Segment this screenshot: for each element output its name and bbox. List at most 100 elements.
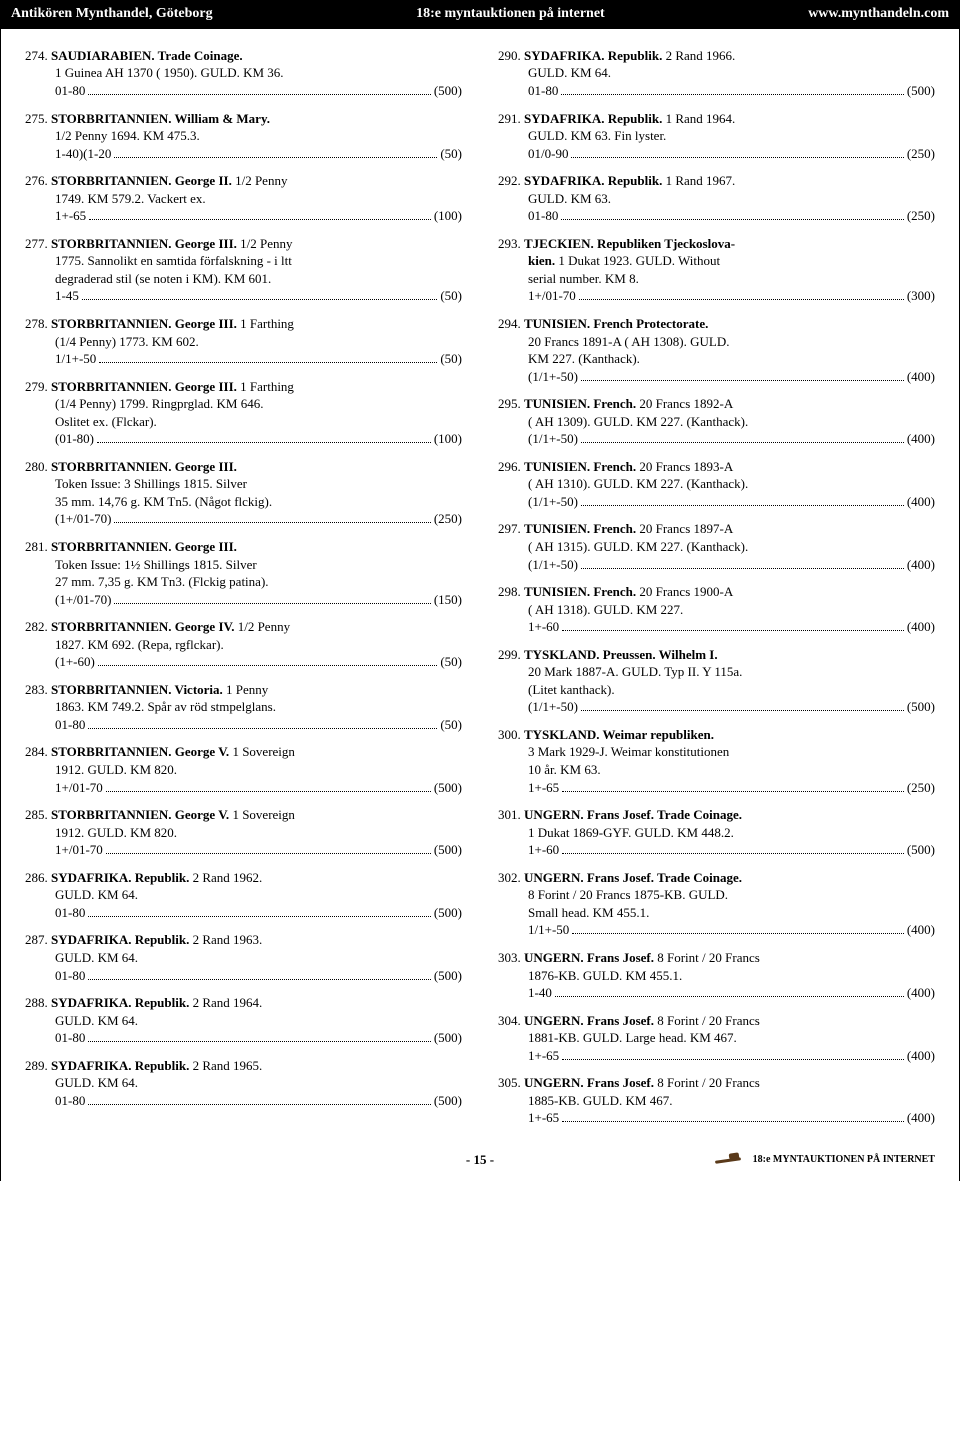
lot-head: 305. UNGERN. Frans Josef. 8 Forint / 20 … bbox=[498, 1074, 935, 1092]
lot-line: ( AH 1318). GULD. KM 227. bbox=[528, 601, 935, 619]
estimate: (500) bbox=[434, 967, 462, 985]
leader-dots bbox=[114, 146, 437, 158]
lot-inline-desc: 1 Rand 1967. bbox=[662, 173, 735, 188]
lot-title: SYDAFRIKA. Republik. bbox=[524, 111, 662, 126]
grade-code: (1+/01-70) bbox=[55, 591, 111, 609]
price-line: 1+/01-70 (300) bbox=[528, 287, 935, 305]
lot-line: (Litet kanthack). bbox=[528, 681, 935, 699]
lot-head: 300. TYSKLAND. Weimar republiken. bbox=[498, 726, 935, 744]
lot-head: 278. STORBRITANNIEN. George III. 1 Farth… bbox=[25, 315, 462, 333]
price-line: (1/1+-50) (400) bbox=[528, 368, 935, 386]
grade-code: 1+/01-70 bbox=[55, 779, 103, 797]
price-line: 1+-60 (500) bbox=[528, 841, 935, 859]
lot-body: Token Issue: 3 Shillings 1815. Silver35 … bbox=[25, 475, 462, 528]
grade-code: 01-80 bbox=[528, 207, 558, 225]
lot-body: 1749. KM 579.2. Vackert ex.1+-65 (100) bbox=[25, 190, 462, 225]
lot-body: GULD. KM 64.01-80 (500) bbox=[25, 886, 462, 921]
lot-line: 3 Mark 1929-J. Weimar konstitutionen bbox=[528, 743, 935, 761]
price-line: (1/1+-50) (400) bbox=[528, 556, 935, 574]
leader-dots bbox=[114, 512, 430, 524]
lot-line: Small head. KM 455.1. bbox=[528, 904, 935, 922]
lot-number: 274. bbox=[25, 48, 51, 63]
lot-number: 302. bbox=[498, 870, 524, 885]
lot-number: 297. bbox=[498, 521, 524, 536]
lot-line: GULD. KM 64. bbox=[55, 886, 462, 904]
lot-entry: 274. SAUDIARABIEN. Trade Coinage.1 Guine… bbox=[25, 47, 462, 100]
lot-number: 285. bbox=[25, 807, 51, 822]
price-line: 01-80 (250) bbox=[528, 207, 935, 225]
lot-line-rest: 1 Dukat 1923. GULD. Without bbox=[555, 253, 720, 268]
leader-dots bbox=[581, 432, 904, 444]
leader-dots bbox=[88, 717, 437, 729]
estimate: (50) bbox=[440, 350, 462, 368]
price-line: 01-80 (500) bbox=[55, 82, 462, 100]
lot-head: 284. STORBRITANNIEN. George V. 1 Soverei… bbox=[25, 743, 462, 761]
lot-head: 296. TUNISIEN. French. 20 Francs 1893-A bbox=[498, 458, 935, 476]
leader-dots bbox=[561, 83, 903, 95]
lot-entry: 277. STORBRITANNIEN. George III. 1/2 Pen… bbox=[25, 235, 462, 305]
lot-line: GULD. KM 63. bbox=[528, 190, 935, 208]
grade-code: 01-80 bbox=[55, 1092, 85, 1110]
leader-dots bbox=[88, 1030, 430, 1042]
lot-entry: 301. UNGERN. Frans Josef. Trade Coinage.… bbox=[498, 806, 935, 859]
grade-code: 1+-65 bbox=[528, 1109, 559, 1127]
lot-entry: 285. STORBRITANNIEN. George V. 1 Soverei… bbox=[25, 806, 462, 859]
lot-number: 301. bbox=[498, 807, 524, 822]
grade-code: 01-80 bbox=[55, 1029, 85, 1047]
lot-title: TUNISIEN. French. bbox=[524, 521, 636, 536]
price-line: 1+-60 (400) bbox=[528, 618, 935, 636]
estimate: (500) bbox=[907, 82, 935, 100]
grade-code: 1+/01-70 bbox=[528, 287, 576, 305]
leader-dots bbox=[89, 209, 431, 221]
lot-line: 1 Guinea AH 1370 ( 1950). GULD. KM 36. bbox=[55, 64, 462, 82]
lot-number: 283. bbox=[25, 682, 51, 697]
estimate: (50) bbox=[440, 145, 462, 163]
grade-code: 1/1+-50 bbox=[528, 921, 569, 939]
footer-right: 18:e MYNTAUKTIONEN PÅ INTERNET bbox=[632, 1151, 935, 1169]
lot-entry: 302. UNGERN. Frans Josef. Trade Coinage.… bbox=[498, 869, 935, 939]
lot-head: 274. SAUDIARABIEN. Trade Coinage. bbox=[25, 47, 462, 65]
price-line: 01-80 (50) bbox=[55, 716, 462, 734]
leader-dots bbox=[98, 655, 438, 667]
grade-code: 1-40)(1-20 bbox=[55, 145, 111, 163]
estimate: (250) bbox=[434, 510, 462, 528]
lot-body: 1912. GULD. KM 820.1+/01-70 (500) bbox=[25, 761, 462, 796]
lot-body: 1827. KM 692. (Repa, rgflckar).(1+-60) (… bbox=[25, 636, 462, 671]
grade-code: 01-80 bbox=[55, 904, 85, 922]
lot-head: 283. STORBRITANNIEN. Victoria. 1 Penny bbox=[25, 681, 462, 699]
price-line: 1+-65 (250) bbox=[528, 779, 935, 797]
estimate: (250) bbox=[907, 145, 935, 163]
lot-body: GULD. KM 63. Fin lyster.01/0-90 (250) bbox=[498, 127, 935, 162]
lot-entry: 289. SYDAFRIKA. Republik. 2 Rand 1965.GU… bbox=[25, 1057, 462, 1110]
lot-inline-desc: 20 Francs 1892-A bbox=[636, 396, 733, 411]
lot-title: UNGERN. Frans Josef. bbox=[524, 1013, 654, 1028]
lot-line: ( AH 1309). GULD. KM 227. (Kanthack). bbox=[528, 413, 935, 431]
lot-head: 293. TJECKIEN. Republiken Tjeckoslova- bbox=[498, 235, 935, 253]
lot-entry: 291. SYDAFRIKA. Republik. 1 Rand 1964.GU… bbox=[498, 110, 935, 163]
page-body: 274. SAUDIARABIEN. Trade Coinage.1 Guine… bbox=[0, 29, 960, 1145]
leader-dots bbox=[581, 369, 904, 381]
lot-title: STORBRITANNIEN. George III. bbox=[51, 539, 237, 554]
lot-number: 300. bbox=[498, 727, 524, 742]
lot-body: 1876-KB. GULD. KM 455.1.1-40 (400) bbox=[498, 967, 935, 1002]
page-footer: - 15 - 18:e MYNTAUKTIONEN PÅ INTERNET bbox=[0, 1145, 960, 1181]
lot-line: 27 mm. 7,35 g. KM Tn3. (Flckig patina). bbox=[55, 573, 462, 591]
lot-number: 303. bbox=[498, 950, 524, 965]
lot-entry: 300. TYSKLAND. Weimar republiken.3 Mark … bbox=[498, 726, 935, 796]
lot-title: STORBRITANNIEN. Victoria. bbox=[51, 682, 223, 697]
price-line: 01/0-90 (250) bbox=[528, 145, 935, 163]
lot-entry: 297. TUNISIEN. French. 20 Francs 1897-A(… bbox=[498, 520, 935, 573]
lot-entry: 284. STORBRITANNIEN. George V. 1 Soverei… bbox=[25, 743, 462, 796]
leader-dots bbox=[581, 700, 904, 712]
estimate: (400) bbox=[907, 921, 935, 939]
price-line: 1-45 (50) bbox=[55, 287, 462, 305]
lot-body: ( AH 1315). GULD. KM 227. (Kanthack).(1/… bbox=[498, 538, 935, 573]
lot-head: 301. UNGERN. Frans Josef. Trade Coinage. bbox=[498, 806, 935, 824]
grade-code: 1+-60 bbox=[528, 841, 559, 859]
lot-entry: 279. STORBRITANNIEN. George III. 1 Farth… bbox=[25, 378, 462, 448]
estimate: (50) bbox=[440, 716, 462, 734]
estimate: (500) bbox=[434, 904, 462, 922]
two-column-layout: 274. SAUDIARABIEN. Trade Coinage.1 Guine… bbox=[25, 47, 935, 1137]
price-line: 01-80 (500) bbox=[55, 1092, 462, 1110]
lot-title: STORBRITANNIEN. William & Mary. bbox=[51, 111, 270, 126]
